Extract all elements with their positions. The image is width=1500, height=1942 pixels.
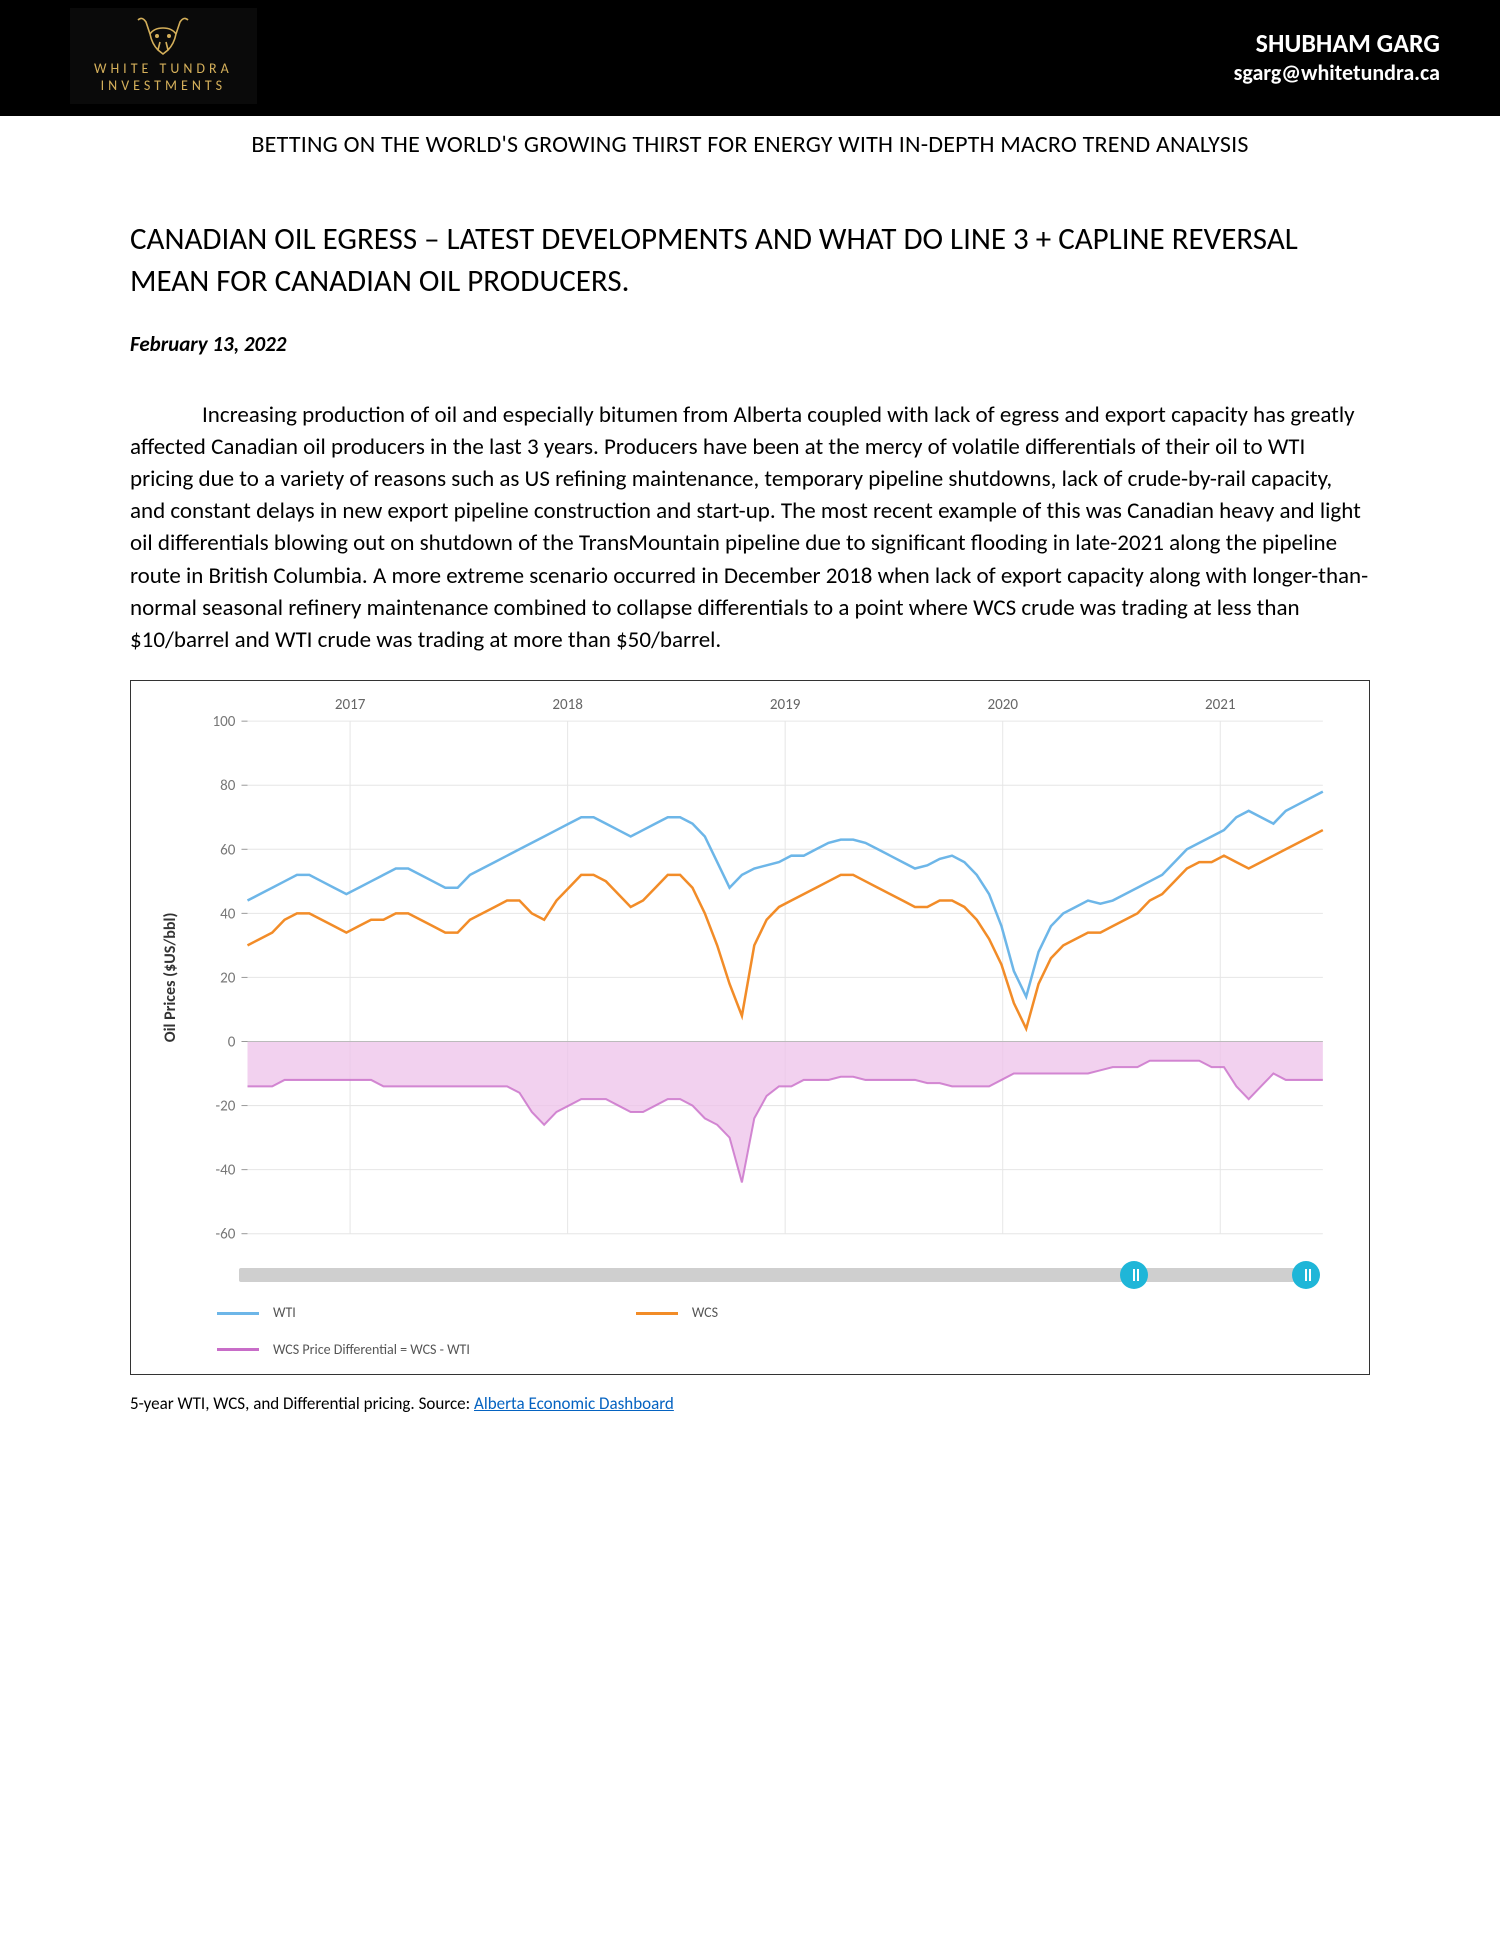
- svg-text:2020: 2020: [987, 696, 1018, 714]
- chart-svg: 2017 2018 2019 2020 2021 -60 -40 -20 0 20 40 60 80 10…: [147, 691, 1353, 1254]
- svg-text:0: 0: [228, 1034, 236, 1052]
- author-email: sgarg@whitetundra.ca: [1234, 59, 1440, 86]
- header-contact: SHUBHAM GARG sgarg@whitetundra.ca: [1234, 27, 1440, 86]
- svg-text:80: 80: [220, 777, 236, 795]
- author-name: SHUBHAM GARG: [1234, 27, 1440, 59]
- article-body: Increasing production of oil and especia…: [130, 399, 1370, 657]
- caption-source-link[interactable]: Alberta Economic Dashboard: [474, 1393, 674, 1414]
- svg-text:60: 60: [220, 841, 236, 859]
- brand-name-line1: WHITE TUNDRA: [94, 60, 233, 77]
- legend-wti: WTI: [217, 1304, 296, 1321]
- chart-legend-row2: WCS Price Differential = WCS - WTI: [147, 1327, 1353, 1358]
- legend-wti-label: WTI: [273, 1304, 296, 1321]
- svg-text:40: 40: [220, 906, 236, 924]
- svg-text:2021: 2021: [1205, 696, 1236, 714]
- svg-text:-20: -20: [216, 1098, 236, 1116]
- chart-legend-row1: WTI WCS: [147, 1282, 1353, 1327]
- svg-text:Oil Prices ($US/bbl): Oil Prices ($US/bbl): [161, 913, 180, 1043]
- svg-text:100: 100: [213, 713, 236, 731]
- slider-handle-right[interactable]: [1292, 1261, 1320, 1289]
- legend-wcs: WCS: [636, 1304, 718, 1321]
- svg-text:2018: 2018: [552, 696, 583, 714]
- svg-text:-40: -40: [216, 1162, 236, 1180]
- brand-name-line2: INVESTMENTS: [101, 77, 226, 94]
- svg-text:2017: 2017: [335, 696, 366, 714]
- svg-text:20: 20: [220, 970, 236, 988]
- tagline: BETTING ON THE WORLD'S GROWING THIRST FO…: [0, 116, 1500, 159]
- bull-icon: [128, 14, 198, 56]
- svg-text:-60: -60: [216, 1226, 236, 1244]
- header-bar: WHITE TUNDRA INVESTMENTS SHUBHAM GARG sg…: [0, 0, 1500, 116]
- article-date: February 13, 2022: [130, 331, 1370, 357]
- legend-diff-label: WCS Price Differential = WCS - WTI: [273, 1341, 470, 1358]
- chart-time-slider[interactable]: [239, 1268, 1313, 1282]
- brand-logo: WHITE TUNDRA INVESTMENTS: [70, 8, 257, 104]
- oil-price-chart: 2017 2018 2019 2020 2021 -60 -40 -20 0 20 40 60 80 10…: [130, 680, 1370, 1375]
- slider-handle-left[interactable]: [1120, 1261, 1148, 1289]
- svg-text:2019: 2019: [770, 696, 801, 714]
- caption-prefix: 5-year WTI, WCS, and Differential pricin…: [130, 1393, 474, 1414]
- legend-wcs-label: WCS: [692, 1304, 718, 1321]
- article-content: CANADIAN OIL EGRESS – LATEST DEVELOPMENT…: [0, 159, 1500, 1454]
- chart-caption: 5-year WTI, WCS, and Differential pricin…: [130, 1393, 1370, 1414]
- article-title: CANADIAN OIL EGRESS – LATEST DEVELOPMENT…: [130, 219, 1370, 303]
